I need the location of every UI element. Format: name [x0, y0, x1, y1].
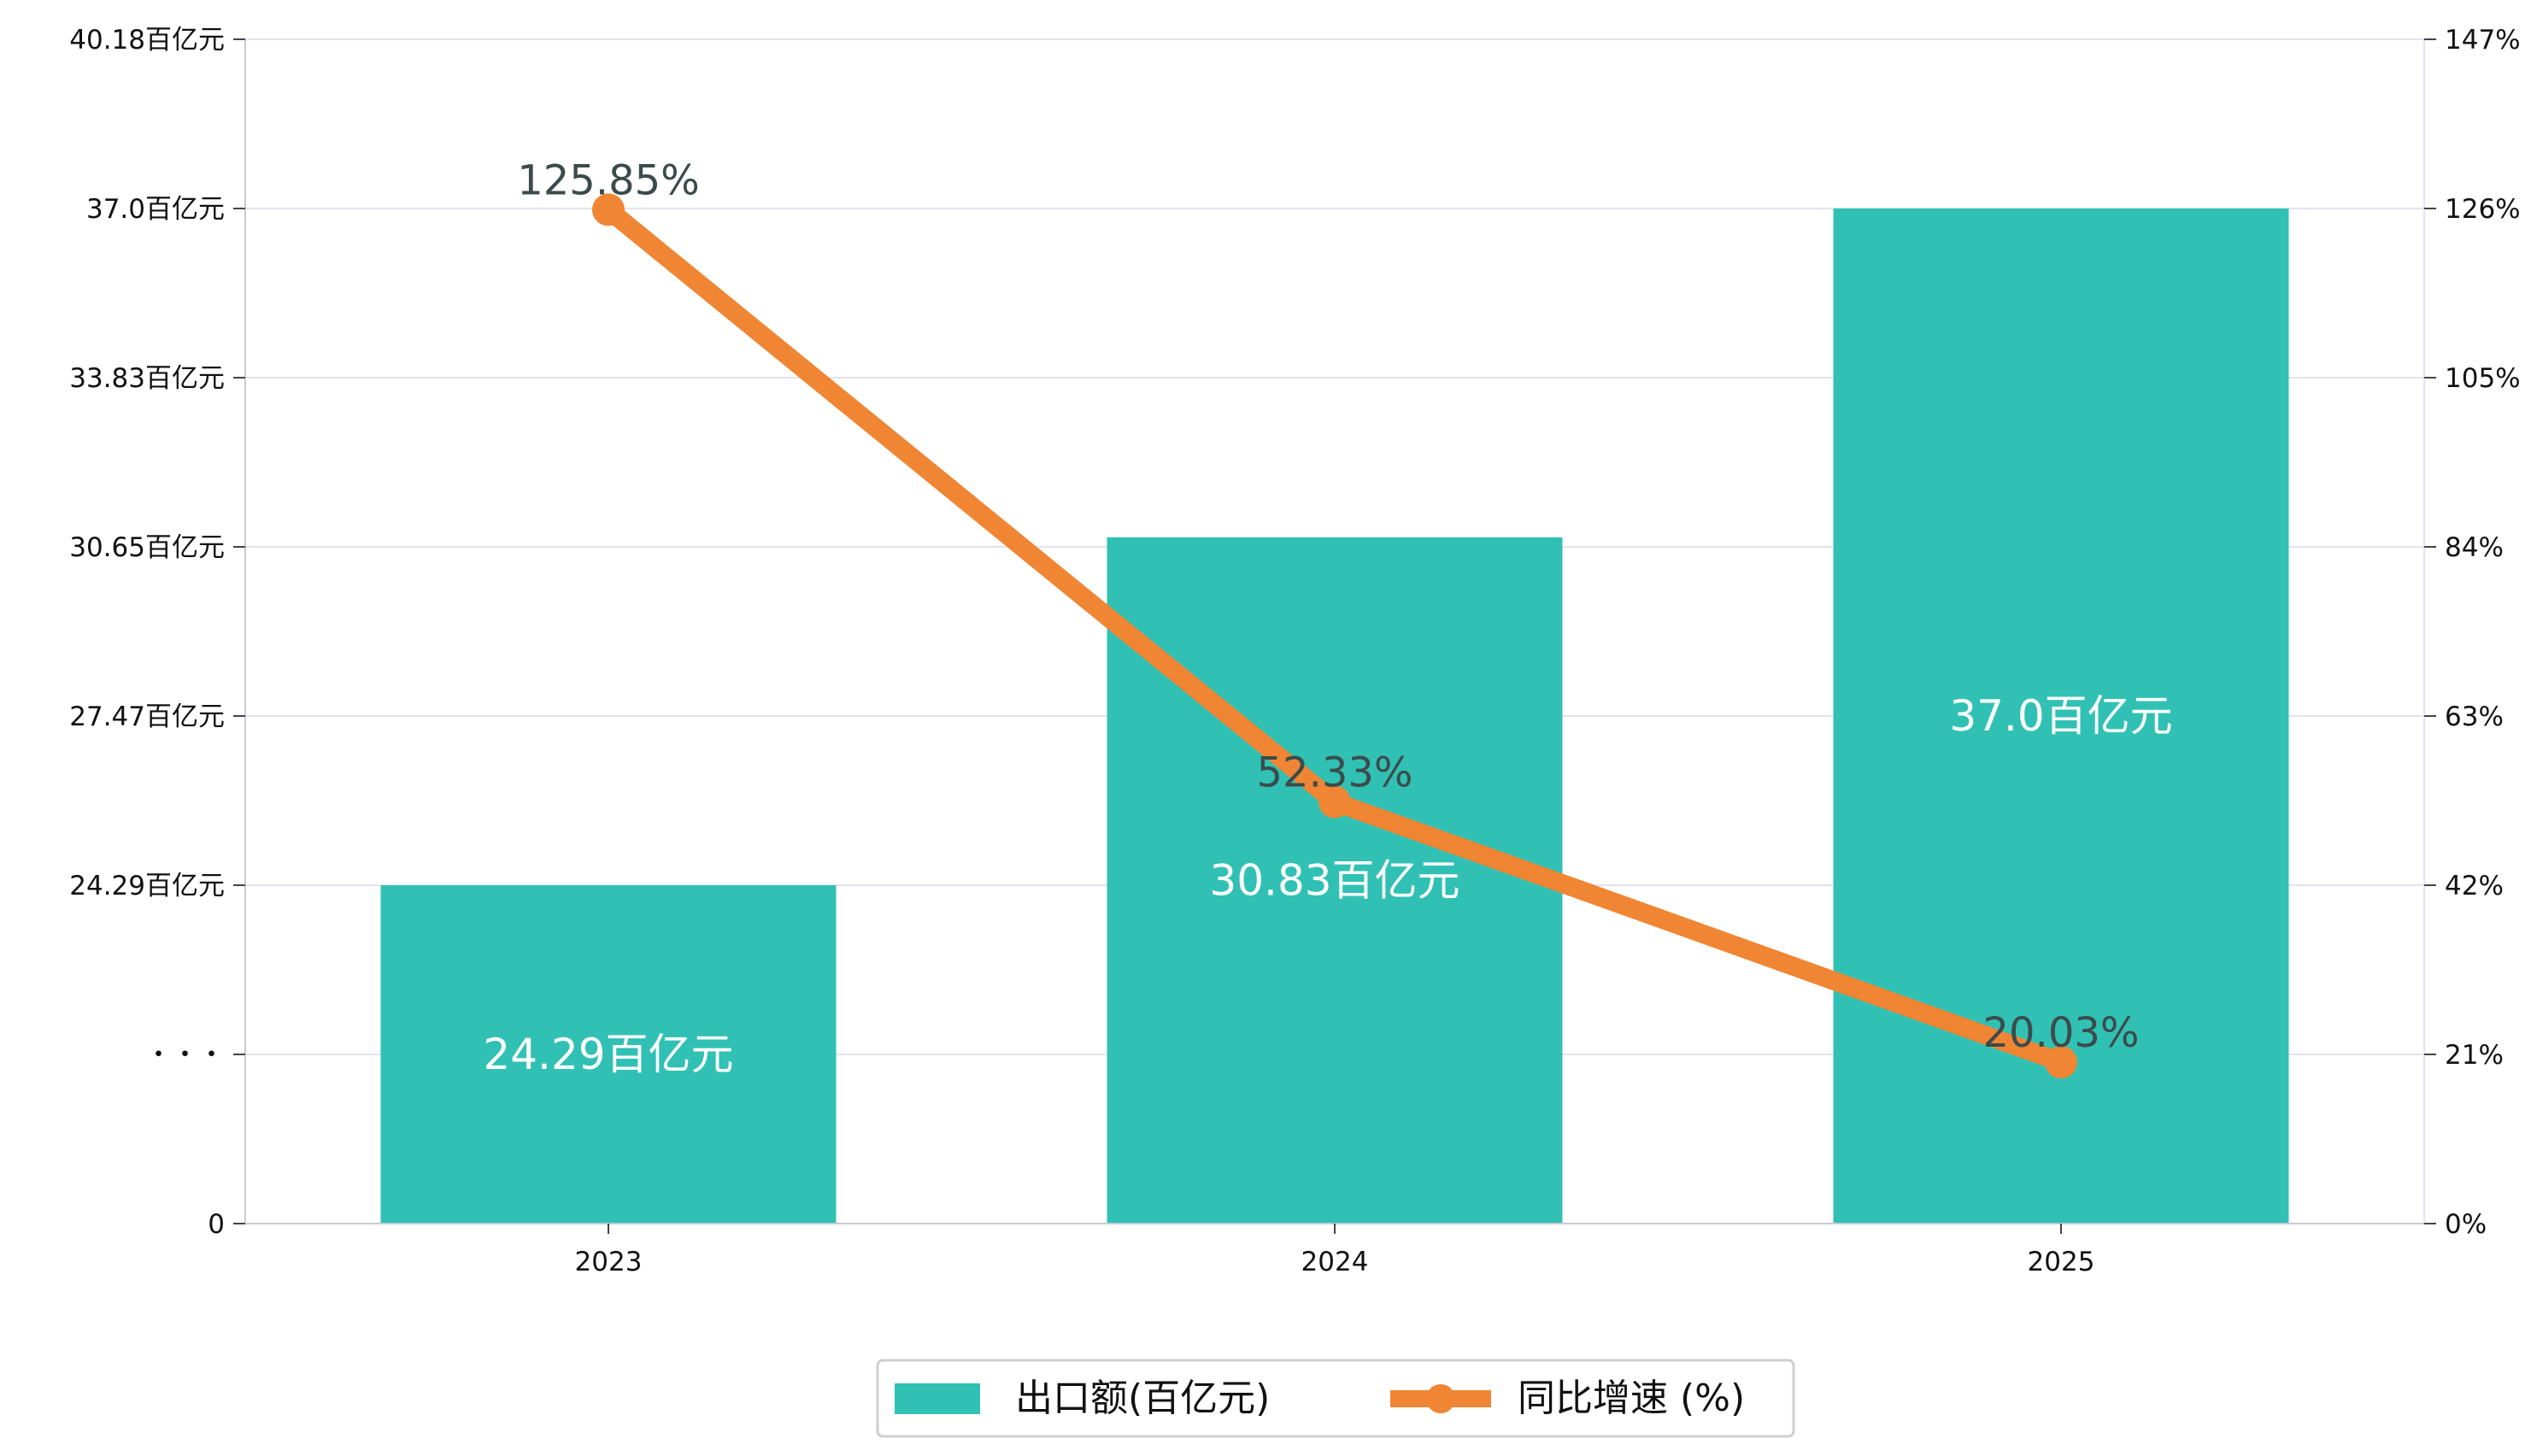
legend: 出口额(百亿元) 同比增速 (%) — [876, 1359, 1795, 1438]
right-tick-label: 84% — [2445, 532, 2504, 563]
left-axis-ticks: 0 ・・・ 24.29百亿元 27.47百亿元 30.65百亿元 33.83百亿元 37.0… — [69, 25, 245, 1240]
growth-value-label: 125.85% — [517, 156, 700, 204]
growth-point-2025 — [2045, 1046, 2077, 1079]
bar-value-label: 30.83百亿元 — [1209, 855, 1459, 905]
growth-value-label: 52.33% — [1256, 749, 1412, 797]
left-tick-label: ・・・ — [145, 1040, 225, 1071]
bar-value-label: 24.29百亿元 — [483, 1030, 733, 1079]
right-tick-label: 126% — [2445, 194, 2521, 225]
left-tick-label: 33.83百亿元 — [69, 363, 225, 394]
right-tick-label: 105% — [2445, 363, 2521, 394]
growth-point-2024 — [1318, 785, 1351, 819]
right-tick-label: 42% — [2445, 871, 2504, 901]
legend-swatch-bar — [895, 1383, 980, 1414]
bar-2024 — [1107, 537, 1563, 1224]
left-tick-label: 37.0百亿元 — [86, 194, 225, 225]
legend-swatch-marker — [1426, 1384, 1455, 1413]
growth-point-2023 — [592, 193, 625, 226]
left-tick-label: 40.18百亿元 — [69, 25, 225, 56]
x-tick-label: 2025 — [2028, 1247, 2095, 1277]
left-tick-label: 27.47百亿元 — [69, 702, 225, 732]
x-axis-ticks: 2023 2024 2025 — [575, 1224, 2095, 1277]
x-tick-label: 2024 — [1301, 1247, 1369, 1277]
legend-label-export: 出口额(百亿元) — [1015, 1377, 1270, 1420]
right-tick-label: 21% — [2445, 1040, 2504, 1071]
legend-box — [876, 1359, 1795, 1438]
right-tick-label: 147% — [2445, 25, 2521, 56]
right-tick-label: 63% — [2445, 702, 2504, 732]
line-series: 125.85% 52.33% 20.03% — [517, 156, 2140, 1079]
left-tick-label: 30.65百亿元 — [69, 532, 225, 563]
left-tick-label: 24.29百亿元 — [69, 871, 225, 901]
x-tick-label: 2023 — [575, 1247, 643, 1277]
bar-2023 — [380, 885, 837, 1224]
growth-value-label: 20.03% — [1982, 1009, 2139, 1057]
bar-value-label: 37.0百亿元 — [1949, 691, 2172, 741]
right-axis-ticks: 0% 21% 42% 63% 84% 105% 126% 147% — [2424, 25, 2521, 1240]
right-tick-label: 0% — [2445, 1209, 2487, 1240]
left-tick-label: 0 — [208, 1209, 225, 1240]
legend-label-growth: 同比增速 (%) — [1518, 1377, 1745, 1420]
